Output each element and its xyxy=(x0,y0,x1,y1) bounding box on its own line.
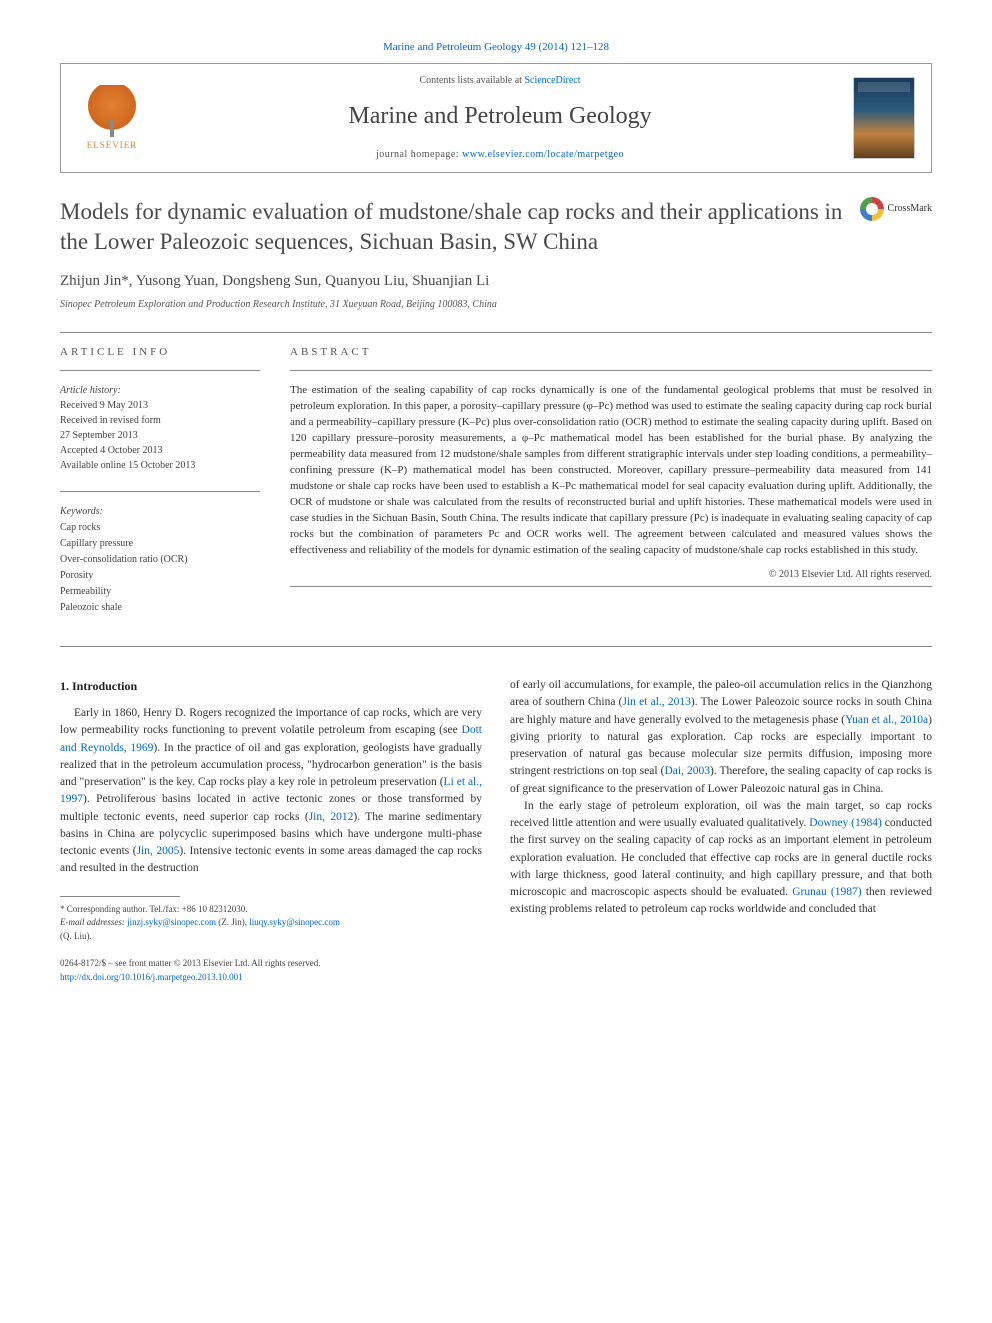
doi-link[interactable]: http://dx.doi.org/10.1016/j.marpetgeo.20… xyxy=(60,972,243,982)
contents-line: Contents lists available at ScienceDirec… xyxy=(147,74,853,88)
body-paragraph: In the early stage of petroleum explorat… xyxy=(510,798,932,919)
email-link[interactable]: liuqy.syky@sinopec.com xyxy=(249,917,340,927)
body-paragraph: of early oil accumulations, for example,… xyxy=(510,677,932,798)
article-history: Article history: Received 9 May 2013 Rec… xyxy=(60,383,260,473)
divider xyxy=(290,370,932,371)
keyword: Capillary pressure xyxy=(60,536,260,552)
email-link[interactable]: jinzj.syky@sinopec.com xyxy=(127,917,216,927)
history-line: Received in revised form xyxy=(60,413,260,428)
journal-cover-thumbnail xyxy=(853,77,915,159)
article-info-heading: ARTICLE INFO xyxy=(60,345,260,360)
crossmark-badge[interactable]: CrossMark xyxy=(860,197,932,221)
crossmark-label: CrossMark xyxy=(888,202,932,216)
column-left: 1. Introduction Early in 1860, Henry D. … xyxy=(60,677,482,984)
journal-name: Marine and Petroleum Geology xyxy=(147,100,853,134)
elsevier-logo: ELSEVIER xyxy=(77,78,147,158)
history-line: Received 9 May 2013 xyxy=(60,398,260,413)
footnote-separator xyxy=(60,896,180,897)
bottom-meta: 0264-8172/$ – see front matter © 2013 El… xyxy=(60,957,482,984)
homepage-prefix: journal homepage: xyxy=(376,149,462,160)
divider xyxy=(60,491,260,492)
citation-link[interactable]: Downey (1984) xyxy=(809,817,882,829)
divider xyxy=(60,646,932,647)
affiliation: Sinopec Petroleum Exploration and Produc… xyxy=(60,298,932,312)
abstract-heading: ABSTRACT xyxy=(290,345,932,360)
elsevier-label: ELSEVIER xyxy=(87,139,138,152)
citation-link[interactable]: Dai, 2003 xyxy=(664,765,710,777)
divider xyxy=(60,370,260,371)
journal-header-box: ELSEVIER Contents lists available at Sci… xyxy=(60,63,932,173)
column-right: of early oil accumulations, for example,… xyxy=(510,677,932,984)
keyword: Permeability xyxy=(60,584,260,600)
footnotes: * Corresponding author. Tel./fax: +86 10… xyxy=(60,903,482,944)
article-info-panel: ARTICLE INFO Article history: Received 9… xyxy=(60,345,260,616)
email-who: (Z. Jin), xyxy=(216,917,249,927)
body-columns: 1. Introduction Early in 1860, Henry D. … xyxy=(60,677,932,984)
history-label: Article history: xyxy=(60,383,260,398)
divider xyxy=(60,332,932,333)
citation-link[interactable]: Yuan et al., 2010a xyxy=(845,714,928,726)
keyword: Over-consolidation ratio (OCR) xyxy=(60,552,260,568)
history-line: 27 September 2013 xyxy=(60,428,260,443)
citation-link[interactable]: Jin et al., 2013 xyxy=(622,696,690,708)
crossmark-icon xyxy=(860,197,884,221)
text-run: Early in 1860, Henry D. Rogers recognize… xyxy=(60,707,482,736)
abstract-panel: ABSTRACT The estimation of the sealing c… xyxy=(290,345,932,616)
keywords-block: Keywords: Cap rocks Capillary pressure O… xyxy=(60,504,260,616)
email-who: (Q. Liu). xyxy=(60,931,92,941)
keyword: Cap rocks xyxy=(60,520,260,536)
citation-line: Marine and Petroleum Geology 49 (2014) 1… xyxy=(60,40,932,55)
corresponding-author: * Corresponding author. Tel./fax: +86 10… xyxy=(60,903,482,917)
history-line: Accepted 4 October 2013 xyxy=(60,443,260,458)
email-line: E-mail addresses: jinzj.syky@sinopec.com… xyxy=(60,916,482,943)
email-label: E-mail addresses: xyxy=(60,917,127,927)
history-line: Available online 15 October 2013 xyxy=(60,458,260,473)
article-title: Models for dynamic evaluation of mudston… xyxy=(60,197,844,257)
elsevier-tree-icon xyxy=(88,85,136,137)
keyword: Porosity xyxy=(60,568,260,584)
section-heading: 1. Introduction xyxy=(60,677,482,695)
issn-line: 0264-8172/$ – see front matter © 2013 El… xyxy=(60,957,482,971)
citation-link[interactable]: Jin, 2005 xyxy=(137,845,180,857)
keyword: Paleozoic shale xyxy=(60,600,260,616)
citation-link[interactable]: Jin, 2012 xyxy=(309,811,354,823)
keywords-label: Keywords: xyxy=(60,504,260,520)
contents-prefix: Contents lists available at xyxy=(419,75,524,86)
abstract-copyright: © 2013 Elsevier Ltd. All rights reserved… xyxy=(290,568,932,582)
divider xyxy=(290,586,932,587)
abstract-text: The estimation of the sealing capability… xyxy=(290,383,932,558)
sciencedirect-link[interactable]: ScienceDirect xyxy=(524,75,580,86)
homepage-url[interactable]: www.elsevier.com/locate/marpetgeo xyxy=(462,149,624,160)
body-paragraph: Early in 1860, Henry D. Rogers recognize… xyxy=(60,705,482,878)
citation-link[interactable]: Grunau (1987) xyxy=(792,886,861,898)
homepage-line: journal homepage: www.elsevier.com/locat… xyxy=(147,148,853,162)
authors-list: Zhijun Jin*, Yusong Yuan, Dongsheng Sun,… xyxy=(60,271,932,292)
